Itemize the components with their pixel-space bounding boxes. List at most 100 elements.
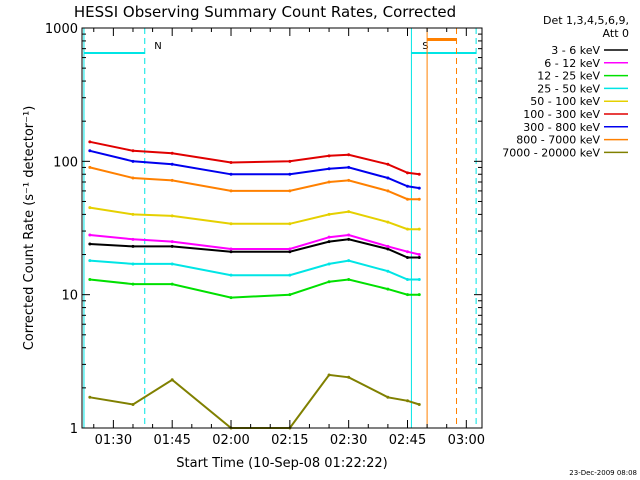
series-point <box>347 277 351 281</box>
series-point <box>417 277 421 281</box>
y-tick-label: 1000 <box>45 22 78 37</box>
series-point <box>405 250 409 254</box>
series-point <box>327 180 331 184</box>
legend-header-line-2: Att 0 <box>603 27 629 40</box>
y-tick-label: 100 <box>53 155 78 170</box>
series-point <box>327 154 331 158</box>
series-point <box>386 244 390 248</box>
series-point <box>288 247 292 251</box>
series-point <box>88 242 92 246</box>
series-point <box>88 259 92 263</box>
series-point <box>229 222 233 226</box>
series-line <box>89 238 420 259</box>
series-point <box>417 197 421 201</box>
series-point <box>417 227 421 231</box>
series-point <box>327 167 331 171</box>
series-point <box>131 176 135 180</box>
series-point <box>347 237 351 241</box>
footer-date: 23-Dec-2009 08:08 <box>569 469 637 477</box>
x-tick-label: 02:30 <box>330 433 367 448</box>
legend-label: 25 - 50 keV <box>537 82 600 95</box>
x-tick-label: 01:30 <box>95 433 132 448</box>
series-point <box>170 240 174 244</box>
series-point <box>288 250 292 254</box>
series-point <box>131 403 135 407</box>
series-point <box>347 210 351 214</box>
y-tick-label: 1 <box>70 422 78 437</box>
series-line <box>89 278 420 299</box>
series-point <box>347 233 351 237</box>
series-point <box>170 282 174 286</box>
legend-label: 50 - 100 keV <box>530 95 600 108</box>
series-point <box>386 162 390 166</box>
series-point <box>405 277 409 281</box>
series-point <box>417 293 421 297</box>
series-point <box>405 293 409 297</box>
series-point <box>229 296 233 300</box>
series-point <box>170 162 174 166</box>
x-tick-label: 03:00 <box>448 433 485 448</box>
series-point <box>170 244 174 248</box>
series-point <box>405 197 409 201</box>
x-tick-label: 02:15 <box>271 433 308 448</box>
series-point <box>131 262 135 266</box>
series-point <box>417 255 421 259</box>
legend-label: 100 - 300 keV <box>523 108 600 121</box>
series-point <box>417 186 421 190</box>
legend-label: 12 - 25 keV <box>537 70 600 83</box>
series-point <box>288 172 292 176</box>
series-point <box>131 244 135 248</box>
series-point <box>347 178 351 182</box>
series-point <box>347 165 351 169</box>
series-point <box>417 253 421 257</box>
series-point <box>417 403 421 407</box>
series-point <box>170 178 174 182</box>
series-line <box>89 206 420 231</box>
legend-label: 7000 - 20000 keV <box>502 146 600 159</box>
series-point <box>88 395 92 399</box>
series-point <box>229 247 233 251</box>
series-point <box>131 212 135 216</box>
legend-label: 3 - 6 keV <box>551 44 600 57</box>
series-point <box>405 255 409 259</box>
series-line <box>89 166 420 201</box>
series-point <box>417 172 421 176</box>
series-point <box>288 189 292 193</box>
y-axis-label: Corrected Count Rate (s⁻¹ detector⁻¹) <box>22 106 37 351</box>
series-point <box>386 247 390 251</box>
legend-label: 300 - 800 keV <box>523 121 600 134</box>
series-point <box>131 237 135 241</box>
series-line <box>89 140 420 176</box>
series-point <box>170 214 174 218</box>
series-point <box>88 206 92 210</box>
series-point <box>386 176 390 180</box>
series-point <box>327 212 331 216</box>
x-tick-label: 02:45 <box>389 433 426 448</box>
legend-label: 6 - 12 keV <box>544 57 600 70</box>
series-point <box>386 269 390 273</box>
series-line <box>89 259 420 281</box>
series-point <box>288 159 292 163</box>
series-point <box>88 149 92 153</box>
series-point <box>405 227 409 231</box>
series-point <box>405 171 409 175</box>
series-point <box>131 149 135 153</box>
series-point <box>131 282 135 286</box>
series-point <box>405 399 409 403</box>
series-point <box>229 250 233 254</box>
x-tick-label: 01:45 <box>153 433 190 448</box>
series-line <box>89 149 420 190</box>
series-point <box>131 159 135 163</box>
event-label: S <box>422 41 428 52</box>
x-axis-label: Start Time (10-Sep-08 01:22:22) <box>176 456 387 471</box>
legend-label: 800 - 7000 keV <box>516 134 600 147</box>
series-point <box>288 293 292 297</box>
series-point <box>288 273 292 277</box>
series-point <box>88 277 92 281</box>
series-line <box>89 233 420 256</box>
series-point <box>170 378 174 382</box>
series-point <box>229 172 233 176</box>
series-point <box>229 189 233 193</box>
series-point <box>347 153 351 157</box>
